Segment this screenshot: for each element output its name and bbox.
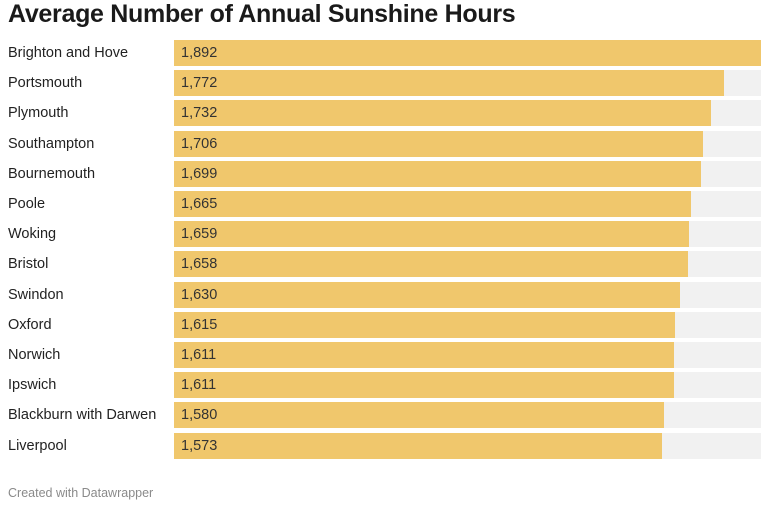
bar (174, 100, 712, 127)
bar-track: 1,665 (174, 191, 761, 217)
category-label: Bristol (8, 256, 49, 273)
value-label: 1,699 (181, 165, 218, 182)
datawrapper-credit: Created with Datawrapper (8, 486, 154, 500)
bar-track: 1,658 (174, 251, 761, 278)
value-label: 1,615 (181, 316, 218, 333)
value-label: 1,659 (181, 226, 218, 243)
bar-track: 1,611 (174, 372, 761, 399)
bar-track: 1,615 (174, 311, 761, 338)
value-label: 1,611 (181, 347, 217, 363)
bar (174, 372, 674, 399)
value-label: 1,892 (181, 45, 218, 61)
bar-track: 1,706 (174, 130, 761, 157)
value-label: 1,630 (181, 286, 218, 303)
bar-row: Woking 1,659 (0, 221, 772, 251)
value-label: 1,580 (181, 407, 218, 424)
bar-row: Liverpool 1,573 (0, 432, 772, 463)
bar-track: 1,732 (174, 100, 761, 127)
category-label: Brighton and Hove (8, 45, 129, 61)
bar (174, 130, 704, 157)
bar-row: Ipswich 1,611 (0, 372, 772, 402)
value-label: 1,772 (181, 75, 218, 92)
bar-row: Bristol 1,658 (0, 251, 772, 281)
value-label: 1,706 (181, 135, 218, 152)
category-label: Swindon (8, 286, 64, 303)
category-label: Bournemouth (8, 165, 96, 182)
bar (174, 160, 702, 187)
bar-row: Swindon 1,630 (0, 281, 772, 312)
category-label: Blackburn with Darwen (8, 407, 157, 424)
value-label: 1,611 (181, 377, 217, 394)
category-label: Southampton (8, 135, 95, 152)
bar-row: Brighton and Hove 1,892 (0, 40, 772, 70)
value-label: 1,658 (181, 256, 218, 273)
bar (174, 251, 689, 278)
bar (174, 281, 680, 308)
bar-track: 1,611 (174, 342, 761, 368)
bar (174, 432, 663, 459)
category-label: Liverpool (8, 437, 67, 454)
bar (174, 70, 724, 97)
category-label: Oxford (8, 316, 52, 333)
bar-track: 1,630 (174, 281, 761, 308)
bar-track: 1,892 (174, 40, 761, 66)
bar-row: Bournemouth 1,699 (0, 160, 772, 191)
value-label: 1,665 (181, 196, 218, 212)
bar-row: Norwich 1,611 (0, 342, 772, 372)
bar-row: Oxford 1,615 (0, 311, 772, 342)
value-label: 1,573 (181, 437, 218, 454)
bar-track: 1,573 (174, 432, 761, 459)
bar (174, 342, 674, 368)
bar (174, 40, 761, 66)
category-label: Poole (8, 196, 46, 212)
bar-track: 1,699 (174, 160, 761, 187)
bar (174, 191, 691, 217)
bar-track: 1,580 (174, 402, 761, 429)
bar-row: Portsmouth 1,772 (0, 70, 772, 100)
bar-row: Blackburn with Darwen 1,580 (0, 402, 772, 432)
category-label: Ipswich (8, 377, 57, 394)
bar-row: Plymouth 1,732 (0, 100, 772, 130)
bar-track: 1,659 (174, 221, 761, 248)
value-label: 1,732 (181, 105, 218, 122)
category-label: Norwich (8, 347, 61, 363)
bar (174, 402, 665, 429)
bar-row: Southampton 1,706 (0, 130, 772, 161)
bar (174, 311, 676, 338)
bar-track: 1,772 (174, 70, 761, 97)
bar-row: Poole 1,665 (0, 191, 772, 221)
category-label: Plymouth (8, 105, 69, 122)
bar (174, 221, 689, 248)
category-label: Woking (8, 226, 57, 243)
chart-title: Average Number of Annual Sunshine Hours (8, 0, 516, 28)
category-label: Portsmouth (8, 75, 83, 92)
